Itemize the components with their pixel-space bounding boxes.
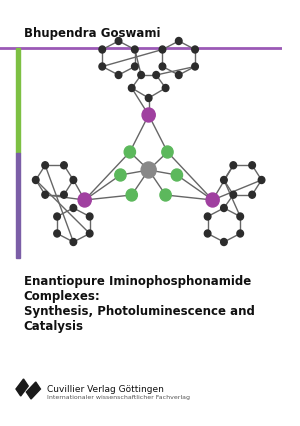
Text: Synthesis, Photoluminescence and: Synthesis, Photoluminescence and [23, 305, 254, 318]
Circle shape [42, 162, 49, 169]
Circle shape [115, 169, 126, 181]
Text: Catalysis: Catalysis [23, 320, 83, 333]
Text: Internationaler wissenschaftlicher Fachverlag: Internationaler wissenschaftlicher Fachv… [47, 395, 190, 400]
Circle shape [124, 146, 136, 158]
Text: Enantiopure Iminophosphonamide: Enantiopure Iminophosphonamide [23, 275, 251, 288]
Text: Complexes:: Complexes: [23, 290, 100, 303]
Circle shape [153, 72, 160, 78]
Bar [16, 48, 20, 153]
Circle shape [131, 63, 138, 70]
Circle shape [159, 63, 166, 70]
Circle shape [160, 189, 171, 201]
Circle shape [131, 46, 138, 53]
Circle shape [86, 230, 93, 237]
Circle shape [32, 176, 39, 184]
Circle shape [249, 162, 255, 169]
Circle shape [159, 46, 166, 53]
Circle shape [61, 191, 67, 198]
Circle shape [115, 37, 122, 44]
Circle shape [142, 108, 155, 122]
Circle shape [70, 176, 77, 184]
Circle shape [99, 46, 106, 53]
Circle shape [204, 213, 211, 220]
Circle shape [176, 72, 182, 78]
Text: Bhupendra Goswami: Bhupendra Goswami [23, 26, 160, 40]
Circle shape [258, 176, 265, 184]
Bar [16, 153, 20, 258]
Circle shape [176, 37, 182, 44]
Circle shape [128, 84, 135, 92]
Circle shape [42, 191, 49, 198]
Circle shape [237, 213, 244, 220]
Circle shape [230, 191, 237, 198]
Polygon shape [26, 382, 40, 399]
Circle shape [70, 239, 77, 245]
Circle shape [126, 189, 137, 201]
Circle shape [237, 230, 244, 237]
Circle shape [171, 169, 182, 181]
Circle shape [230, 162, 237, 169]
Circle shape [99, 63, 106, 70]
Circle shape [61, 162, 67, 169]
Circle shape [192, 46, 198, 53]
Circle shape [220, 239, 227, 245]
Circle shape [192, 63, 198, 70]
Circle shape [70, 204, 77, 211]
Circle shape [78, 193, 91, 207]
Circle shape [204, 230, 211, 237]
Circle shape [54, 213, 60, 220]
Circle shape [86, 213, 93, 220]
Circle shape [220, 176, 227, 184]
Circle shape [54, 230, 60, 237]
Circle shape [162, 146, 173, 158]
Circle shape [146, 95, 152, 101]
Circle shape [249, 191, 255, 198]
Circle shape [220, 204, 227, 211]
Text: Cuvillier Verlag Göttingen: Cuvillier Verlag Göttingen [47, 385, 164, 394]
Polygon shape [16, 379, 28, 396]
Circle shape [138, 72, 144, 78]
Circle shape [141, 162, 156, 178]
Circle shape [115, 72, 122, 78]
Circle shape [206, 193, 219, 207]
Circle shape [162, 84, 169, 92]
